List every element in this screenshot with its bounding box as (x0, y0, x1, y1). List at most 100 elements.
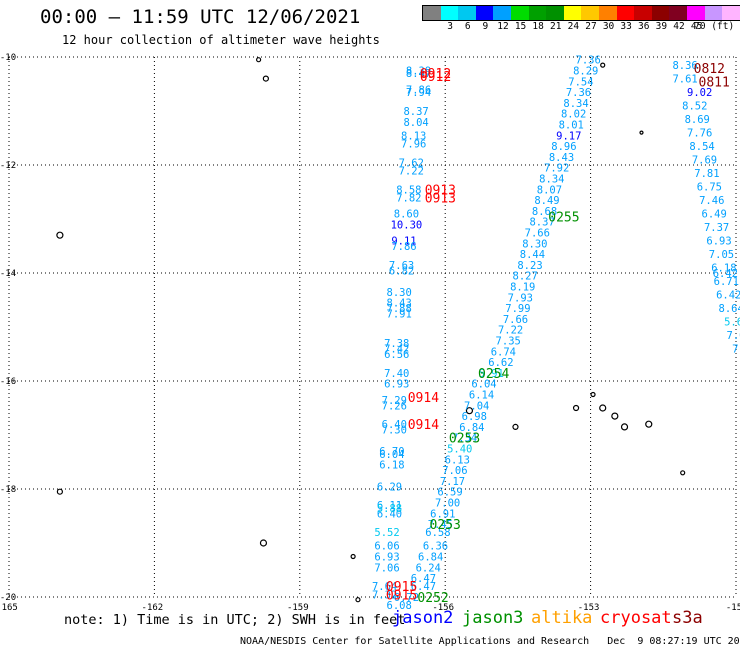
legend-labels: 3 6 9 12 15 18 21 24 27 30 33 36 39 42 45 70 (ft) (422, 21, 740, 33)
pass-time: 0914 (408, 391, 439, 406)
swh-value: 7.37 (704, 222, 729, 234)
legend-label: 18 (532, 21, 544, 32)
swh-value: 6.56 (384, 349, 409, 361)
legend-swatch (581, 6, 599, 20)
swh-value: 8.34 (563, 98, 588, 110)
legend-swatch (686, 6, 705, 20)
pass-time-labels: 0912091209130913091409140915091502550254… (386, 62, 730, 606)
swh-value: 8.02 (561, 109, 586, 121)
swh-value: 8.44 (520, 249, 545, 261)
swh-value: 10.30 (391, 219, 423, 231)
swh-value: 6.04 (379, 449, 404, 461)
swh-value: 8.30 (387, 287, 412, 299)
swh-value: 7.0 (727, 330, 740, 342)
legend-label: 9 (482, 21, 489, 32)
island (590, 391, 596, 398)
map-title: 00:00 – 11:59 UTC 12/06/2021 (40, 6, 361, 28)
swh-value: 5.52 (374, 527, 399, 539)
map-subtitle: 12 hour collection of altimeter wave hei… (62, 33, 380, 47)
legend-label: 39 (655, 21, 668, 32)
swh-value: 6.98 (462, 411, 487, 423)
legend-label: 15 (514, 21, 527, 32)
swh-value: 6.40 (382, 419, 407, 431)
swh-value: 8.69 (685, 114, 710, 126)
swh-value: 6.14 (469, 390, 494, 402)
swh-value: 6.72 (394, 592, 419, 604)
swh-value: 7.86 (391, 241, 416, 253)
map-grid (8, 56, 737, 598)
swh-value: 6.11 (377, 500, 402, 512)
pass-time: 0252 (417, 591, 448, 606)
swh-value: 6.47 (411, 581, 436, 593)
y-tick-label: -16 (0, 377, 16, 387)
swh-value: 6.47 (411, 573, 436, 585)
legend-swatch (510, 6, 529, 20)
swh-value: 7.36 (576, 55, 601, 67)
y-tick-label: -12 (0, 161, 16, 171)
legend-swatch (634, 6, 652, 20)
swh-value: 6.93 (374, 552, 399, 564)
swh-value: 7.06 (374, 562, 399, 574)
island (611, 412, 619, 420)
island (256, 57, 262, 63)
swh-value: 8.52 (682, 101, 707, 113)
swh-value: 7.86 (406, 84, 431, 96)
swh-value: 7.40 (384, 368, 409, 380)
swh-value: 9.17 (556, 130, 581, 142)
pass-time: 0913 (425, 183, 456, 198)
swh-value: 8.30 (522, 238, 547, 250)
swh-value: 8.96 (551, 141, 576, 153)
swh-values: 8.398.477.867.948.378.048.137.967.627.22… (372, 55, 740, 612)
pass-time: 0913 (425, 191, 456, 206)
swh-value: 6.71 (714, 276, 739, 288)
swh-value: 7.54 (568, 76, 593, 88)
satellite-cryosat: cryosat (600, 608, 672, 628)
swh-value: 6.06 (374, 541, 399, 553)
swh-value: 8.19 (510, 282, 535, 294)
legend-label: 12 (497, 21, 509, 32)
swh-value: 7.36 (566, 87, 591, 99)
swh-value: 7.76 (687, 128, 712, 140)
x-tick-label: -153 (578, 603, 600, 613)
swh-value: 7.63 (389, 260, 414, 272)
legend-swatch (598, 6, 617, 20)
island (599, 404, 607, 412)
island (56, 488, 63, 495)
swh-value: 6.74 (491, 346, 516, 358)
swh-value: 6.42 (713, 268, 738, 280)
swh-value: 8.13 (401, 130, 426, 142)
swh-value: 7.94 (406, 87, 431, 99)
island (262, 75, 269, 82)
swh-value: 7.61 (672, 74, 697, 86)
swh-value: 8.54 (689, 141, 714, 153)
swh-value: 7.62 (399, 157, 424, 169)
swh-value: 6.04 (471, 379, 496, 391)
swh-value: 8.39 (406, 66, 431, 78)
swh-value: 6.59 (437, 487, 462, 499)
pass-time: 0914 (408, 418, 439, 433)
axis-ticks: -165 -162 -159 -156 -153 -15 -10 -12 -14 -16 -18 -2… (0, 53, 740, 613)
x-tick-label: -156 (432, 603, 454, 613)
legend-swatch (528, 6, 547, 20)
swh-value: 6.93 (706, 236, 731, 248)
legend-label: 42 (673, 21, 685, 32)
swh-value: 8.29 (573, 66, 598, 78)
satellite-jason3: jason3 (462, 608, 524, 628)
swh-value: 6.13 (445, 454, 470, 466)
island (600, 62, 606, 68)
island (350, 553, 356, 560)
swh-value: 7.38 (384, 338, 409, 350)
swh-value: 8.36 (672, 60, 697, 72)
swh-value: 6.40 (377, 508, 402, 520)
legend-swatch (475, 6, 494, 20)
satellite-s3a: s3a (672, 608, 703, 628)
swh-value: 7.26 (382, 400, 407, 412)
swh-value: 7.05 (709, 249, 734, 261)
swh-value: 8.01 (559, 120, 584, 132)
swh-value: 8.23 (517, 260, 542, 272)
swh-value: 6.62 (488, 357, 513, 369)
swh-value: 7.42 (384, 344, 409, 356)
swh-value: 8.43 (387, 298, 412, 310)
island (512, 423, 519, 430)
swh-value: 8.04 (403, 117, 428, 129)
